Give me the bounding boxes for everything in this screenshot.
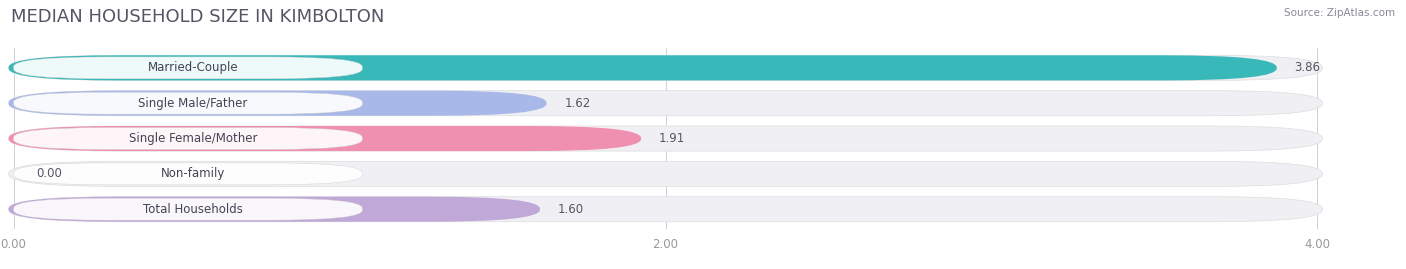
- FancyBboxPatch shape: [14, 57, 363, 79]
- Text: Single Male/Father: Single Male/Father: [138, 97, 247, 110]
- Text: 1.60: 1.60: [558, 203, 583, 216]
- FancyBboxPatch shape: [8, 161, 1323, 186]
- FancyBboxPatch shape: [8, 55, 1323, 80]
- Text: Total Households: Total Households: [143, 203, 243, 216]
- Text: 3.86: 3.86: [1295, 61, 1320, 74]
- FancyBboxPatch shape: [8, 126, 1323, 151]
- FancyBboxPatch shape: [8, 197, 1323, 222]
- FancyBboxPatch shape: [14, 198, 363, 220]
- FancyBboxPatch shape: [8, 126, 641, 151]
- FancyBboxPatch shape: [8, 91, 547, 116]
- Text: Source: ZipAtlas.com: Source: ZipAtlas.com: [1284, 8, 1395, 18]
- FancyBboxPatch shape: [8, 91, 1323, 116]
- Text: 1.62: 1.62: [564, 97, 591, 110]
- Text: 0.00: 0.00: [37, 167, 62, 180]
- FancyBboxPatch shape: [14, 163, 363, 185]
- Text: 1.91: 1.91: [659, 132, 685, 145]
- FancyBboxPatch shape: [14, 128, 363, 150]
- Text: Non-family: Non-family: [160, 167, 225, 180]
- Text: MEDIAN HOUSEHOLD SIZE IN KIMBOLTON: MEDIAN HOUSEHOLD SIZE IN KIMBOLTON: [11, 8, 385, 26]
- FancyBboxPatch shape: [8, 197, 540, 222]
- FancyBboxPatch shape: [14, 92, 363, 114]
- Text: Married-Couple: Married-Couple: [148, 61, 238, 74]
- Text: Single Female/Mother: Single Female/Mother: [128, 132, 257, 145]
- FancyBboxPatch shape: [8, 55, 1277, 80]
